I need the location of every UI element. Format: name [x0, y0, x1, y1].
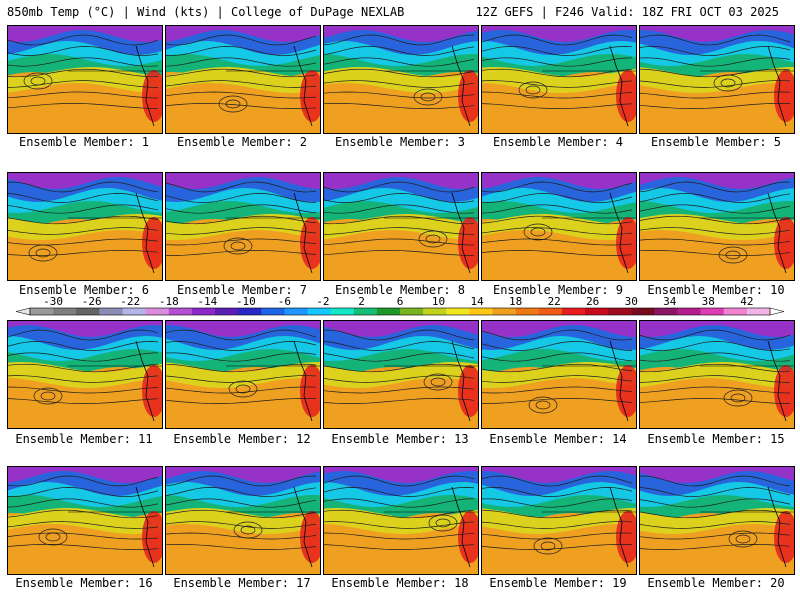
member-label-20: Ensemble Member: 20 — [647, 576, 785, 590]
colorbar-swatch — [608, 308, 632, 315]
member-map-14 — [481, 320, 637, 429]
colorbar-tick-label: -22 — [120, 297, 140, 308]
colorbar-tick-label: 34 — [663, 297, 677, 308]
colorbar-swatch — [376, 308, 401, 315]
member-map-17 — [165, 466, 321, 575]
colorbar-tick-label: 42 — [740, 297, 753, 308]
colorbar-tick-label: 22 — [548, 297, 561, 308]
colorbar-swatch — [330, 308, 355, 315]
member-map-9 — [481, 172, 637, 281]
colorbar-swatch — [353, 308, 378, 315]
member-map-19 — [481, 466, 637, 575]
colorbar-tick-label: -6 — [278, 297, 291, 308]
colorbar-swatch — [99, 308, 123, 315]
colorbar-swatch — [238, 308, 262, 315]
colorbar-tick-label: 30 — [625, 297, 638, 308]
colorbar-swatch — [122, 308, 146, 315]
member-map-10 — [639, 172, 795, 281]
colorbar-swatch — [261, 308, 285, 315]
member-map-15 — [639, 320, 795, 429]
figure-title: 850mb Temp (°C) | Wind (kts) | College o… — [7, 5, 405, 19]
colorbar-tick-label: 38 — [702, 297, 715, 308]
colorbar-swatch — [492, 308, 516, 315]
colorbar-tick-label: 14 — [470, 297, 484, 308]
colorbar-swatch — [700, 308, 725, 315]
member-label-7: Ensemble Member: 7 — [176, 283, 308, 297]
colorbar-swatch — [538, 308, 563, 315]
member-label-16: Ensemble Member: 16 — [15, 576, 153, 590]
colorbar-swatch — [145, 308, 170, 315]
colorbar-swatch — [400, 308, 424, 315]
colorbar-tick-label: -14 — [197, 297, 217, 308]
colorbar-tick-label: 2 — [358, 297, 365, 308]
colorbar-tick-label: 10 — [432, 297, 445, 308]
member-label-3: Ensemble Member: 3 — [334, 135, 466, 149]
colorbar-tick-label: -10 — [236, 297, 256, 308]
member-label-6: Ensemble Member: 6 — [18, 283, 150, 297]
member-label-2: Ensemble Member: 2 — [176, 135, 308, 149]
colorbar-swatch — [168, 308, 193, 315]
colorbar-swatch — [746, 308, 771, 315]
colorbar-tick-label: -30 — [43, 297, 63, 308]
member-label-11: Ensemble Member: 11 — [15, 432, 153, 446]
colorbar-swatch — [446, 308, 470, 315]
member-label-12: Ensemble Member: 12 — [173, 432, 311, 446]
colorbar-swatch — [585, 308, 609, 315]
member-label-18: Ensemble Member: 18 — [331, 576, 469, 590]
member-map-6 — [7, 172, 163, 281]
colorbar-swatch — [284, 308, 308, 315]
temperature-colorbar: -30 -26 -22 -18 -14 -10 -6 -2 2 6 10 14 18 22 26 30 34 38… — [15, 297, 785, 316]
colorbar-swatch — [677, 308, 701, 315]
member-label-15: Ensemble Member: 15 — [647, 432, 785, 446]
colorbar-swatch — [469, 308, 493, 315]
member-map-11 — [7, 320, 163, 429]
member-label-14: Ensemble Member: 14 — [489, 432, 627, 446]
colorbar-swatch — [561, 308, 586, 315]
colorbar-swatch — [631, 308, 655, 315]
member-map-13 — [323, 320, 479, 429]
colorbar-tick-label: 6 — [397, 297, 404, 308]
member-label-13: Ensemble Member: 13 — [331, 432, 469, 446]
colorbar-swatch — [423, 308, 447, 315]
member-map-7 — [165, 172, 321, 281]
colorbar-swatch — [215, 308, 239, 315]
member-label-9: Ensemble Member: 9 — [492, 283, 624, 297]
member-map-12 — [165, 320, 321, 429]
colorbar-tick-label: -26 — [82, 297, 102, 308]
colorbar-swatch — [76, 308, 100, 315]
colorbar-tick-label: -2 — [316, 297, 329, 308]
model-run-info: 12Z GEFS | F246 Valid: 18Z FRI OCT 03 20… — [475, 5, 779, 19]
member-map-20 — [639, 466, 795, 575]
colorbar-swatch — [723, 308, 748, 315]
colorbar-tick-label: 18 — [509, 297, 522, 308]
member-label-5: Ensemble Member: 5 — [650, 135, 782, 149]
member-label-8: Ensemble Member: 8 — [334, 283, 466, 297]
member-map-16 — [7, 466, 163, 575]
member-label-1: Ensemble Member: 1 — [18, 135, 150, 149]
colorbar-swatch — [654, 308, 678, 315]
member-label-10: Ensemble Member: 10 — [647, 283, 785, 297]
colorbar-tick-label: -18 — [159, 297, 179, 308]
colorbar-swatch — [30, 308, 54, 315]
member-label-4: Ensemble Member: 4 — [492, 135, 624, 149]
member-label-17: Ensemble Member: 17 — [173, 576, 311, 590]
member-map-2 — [165, 25, 321, 134]
member-map-1 — [7, 25, 163, 134]
colorbar-swatch — [515, 308, 540, 315]
colorbar-tick-label: 26 — [586, 297, 599, 308]
colorbar-swatch — [191, 308, 216, 315]
colorbar-swatch — [307, 308, 331, 315]
member-map-4 — [481, 25, 637, 134]
colorbar-swatch — [53, 308, 77, 315]
member-map-3 — [323, 25, 479, 134]
member-map-5 — [639, 25, 795, 134]
member-map-8 — [323, 172, 479, 281]
member-label-19: Ensemble Member: 19 — [489, 576, 627, 590]
member-map-18 — [323, 466, 479, 575]
